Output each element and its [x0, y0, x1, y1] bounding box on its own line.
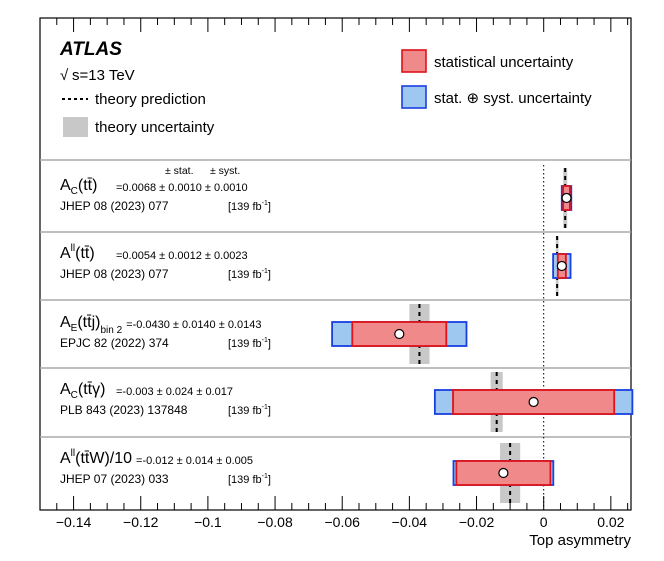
central-value-point	[528, 396, 539, 408]
measurement-value: =0.0068 ± 0.0010 ± 0.0010	[116, 182, 248, 194]
column-header-stat: ± stat.	[165, 165, 194, 177]
x-tick-label: −0.12	[123, 514, 159, 530]
measurement-reference: JHEP 07 (2023) 033	[60, 472, 169, 486]
legend-total-swatch	[401, 85, 427, 109]
measurement-name: AE(tt̄j)bin 2	[60, 314, 123, 336]
energy-value: s=13 TeV	[72, 67, 135, 84]
column-header-syst: ± syst.	[210, 165, 240, 177]
x-tick-label: 0.02	[597, 514, 624, 530]
measurement-marks	[560, 168, 573, 228]
central-value-point	[394, 328, 405, 340]
measurement-reference: PLB 843 (2023) 137848	[60, 403, 188, 417]
measurement-value: =-0.012 ± 0.014 ± 0.005	[136, 455, 253, 467]
measurement-luminosity: [139 fb-1]	[228, 268, 271, 281]
legend-total-label: stat. ⊕ syst. uncertainty	[434, 90, 592, 107]
measurement-luminosity: [139 fb-1]	[228, 200, 271, 213]
measurement-reference: EPJC 82 (2022) 374	[60, 336, 169, 350]
x-tick-label: −0.14	[56, 514, 92, 530]
measurement-marks	[552, 236, 572, 296]
measurement-name: AC(tt̄γ)	[60, 381, 105, 401]
measurement-name: AC(tt̄)	[60, 177, 97, 197]
central-value-point	[498, 467, 509, 479]
central-value-point	[556, 260, 567, 272]
measurement-label: AC(tt̄γ) =-0.003 ± 0.024 ± 0.017 PLB 843 (…	[60, 381, 271, 417]
x-tick-label: 0	[540, 514, 548, 530]
legend-theory-uncertainty-swatch	[63, 117, 88, 137]
row-separators	[40, 159, 631, 438]
measurement-luminosity: [139 fb-1]	[228, 473, 271, 486]
central-value-point	[561, 192, 572, 204]
measurement-reference: JHEP 08 (2023) 077	[60, 199, 169, 213]
energy-sqrt: √	[60, 67, 69, 84]
measurement-marks	[433, 372, 634, 432]
measurement-luminosity: [139 fb-1]	[228, 404, 271, 417]
measurement-label: All(tt̄W)/10 =-0.012 ± 0.014 ± 0.005 JHEP …	[60, 448, 271, 486]
measurement-name: All(tt̄)	[60, 243, 95, 262]
x-axis-label: Top asymmetry	[529, 532, 631, 549]
x-tick-label: −0.04	[392, 514, 428, 530]
measurement-labels: AC(tt̄) =0.0068 ± 0.0010 ± 0.0010 JHEP 08 …	[60, 177, 271, 486]
measurement-value: =-0.0430 ± 0.0140 ± 0.0143	[126, 319, 261, 331]
measurement-label: AC(tt̄) =0.0068 ± 0.0010 ± 0.0010 JHEP 08 …	[60, 177, 271, 213]
measurement-marks	[452, 443, 555, 503]
x-axis: −0.14 −0.12 −0.1 −0.08 −0.06 −0.04 −0.02 0 0.02	[56, 18, 629, 530]
energy-label: √ s=13 TeV	[60, 67, 135, 84]
measurement-value: =-0.003 ± 0.024 ± 0.017	[116, 386, 233, 398]
data-marks	[331, 168, 634, 503]
measurement-luminosity: [139 fb-1]	[228, 337, 271, 350]
measurement-name: All(tt̄W)/10	[60, 448, 132, 467]
x-tick-label: −0.08	[257, 514, 293, 530]
measurement-label: All(tt̄) =0.0054 ± 0.0012 ± 0.0023 JHEP 08…	[60, 243, 271, 281]
x-tick-label: −0.1	[194, 514, 222, 530]
legend-statistical-swatch	[401, 49, 427, 73]
experiment-label: ATLAS	[59, 39, 122, 60]
x-tick-label: −0.06	[324, 514, 360, 530]
legend-theory-prediction-label: theory prediction	[95, 91, 206, 108]
measurement-marks	[331, 304, 468, 364]
measurement-label: AE(tt̄j)bin 2 =-0.0430 ± 0.0140 ± 0.0143 E…	[60, 314, 271, 350]
plot-frame	[39, 17, 632, 511]
legend-statistical-label: statistical uncertainty	[434, 54, 574, 71]
measurement-reference: JHEP 08 (2023) 077	[60, 267, 169, 281]
legend-theory-uncertainty-label: theory uncertainty	[95, 119, 215, 136]
measurement-value: =0.0054 ± 0.0012 ± 0.0023	[116, 250, 248, 262]
x-tick-label: −0.02	[459, 514, 495, 530]
